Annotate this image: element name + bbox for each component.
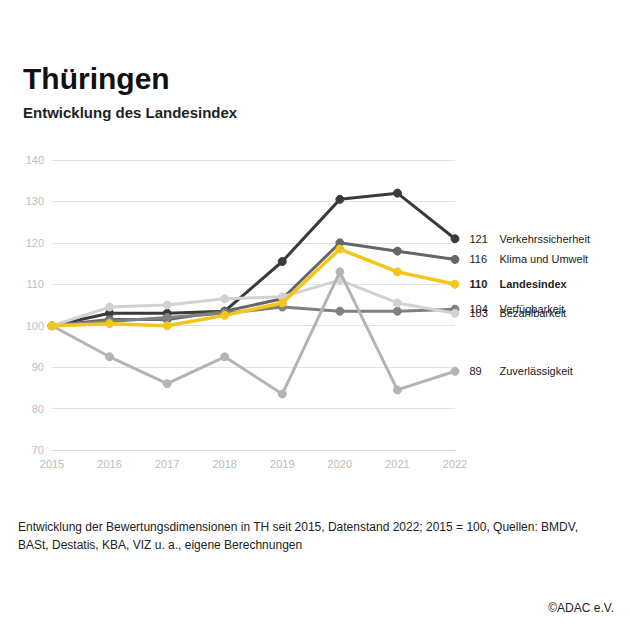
svg-text:Thüringen: Thüringen (23, 62, 170, 95)
svg-text:©ADAC e.V.: ©ADAC e.V. (548, 601, 614, 615)
svg-text:Zuverlässigkeit: Zuverlässigkeit (500, 365, 573, 377)
svg-text:2015: 2015 (40, 458, 64, 470)
svg-text:121: 121 (470, 233, 488, 245)
svg-text:89: 89 (470, 365, 482, 377)
svg-text:2016: 2016 (97, 458, 121, 470)
svg-text:110: 110 (26, 278, 44, 290)
svg-text:Klima und Umwelt: Klima und Umwelt (500, 253, 589, 265)
svg-text:103: 103 (470, 307, 488, 319)
svg-text:110: 110 (470, 278, 488, 290)
svg-text:Bezahlbarkeit: Bezahlbarkeit (500, 307, 567, 319)
svg-text:90: 90 (32, 361, 44, 373)
svg-text:140: 140 (26, 154, 44, 166)
svg-text:70: 70 (32, 444, 44, 456)
svg-text:Entwicklung des Landesindex: Entwicklung des Landesindex (23, 104, 238, 121)
svg-text:2022: 2022 (443, 458, 467, 470)
svg-text:130: 130 (26, 195, 44, 207)
svg-text:BASt, Destatis, KBA, VIZ u. a.: BASt, Destatis, KBA, VIZ u. a., eigene B… (18, 538, 302, 552)
svg-text:Verkehrssicherheit: Verkehrssicherheit (500, 233, 591, 245)
svg-text:2021: 2021 (385, 458, 409, 470)
svg-text:Entwicklung der Bewertungsdime: Entwicklung der Bewertungsdimensionen in… (18, 520, 581, 534)
svg-text:Landesindex: Landesindex (500, 278, 568, 290)
svg-text:120: 120 (26, 237, 44, 249)
svg-text:100: 100 (26, 320, 44, 332)
svg-text:2020: 2020 (328, 458, 352, 470)
svg-text:2018: 2018 (212, 458, 236, 470)
svg-text:116: 116 (470, 253, 488, 265)
svg-text:80: 80 (32, 403, 44, 415)
svg-text:2017: 2017 (155, 458, 179, 470)
svg-text:2019: 2019 (270, 458, 294, 470)
